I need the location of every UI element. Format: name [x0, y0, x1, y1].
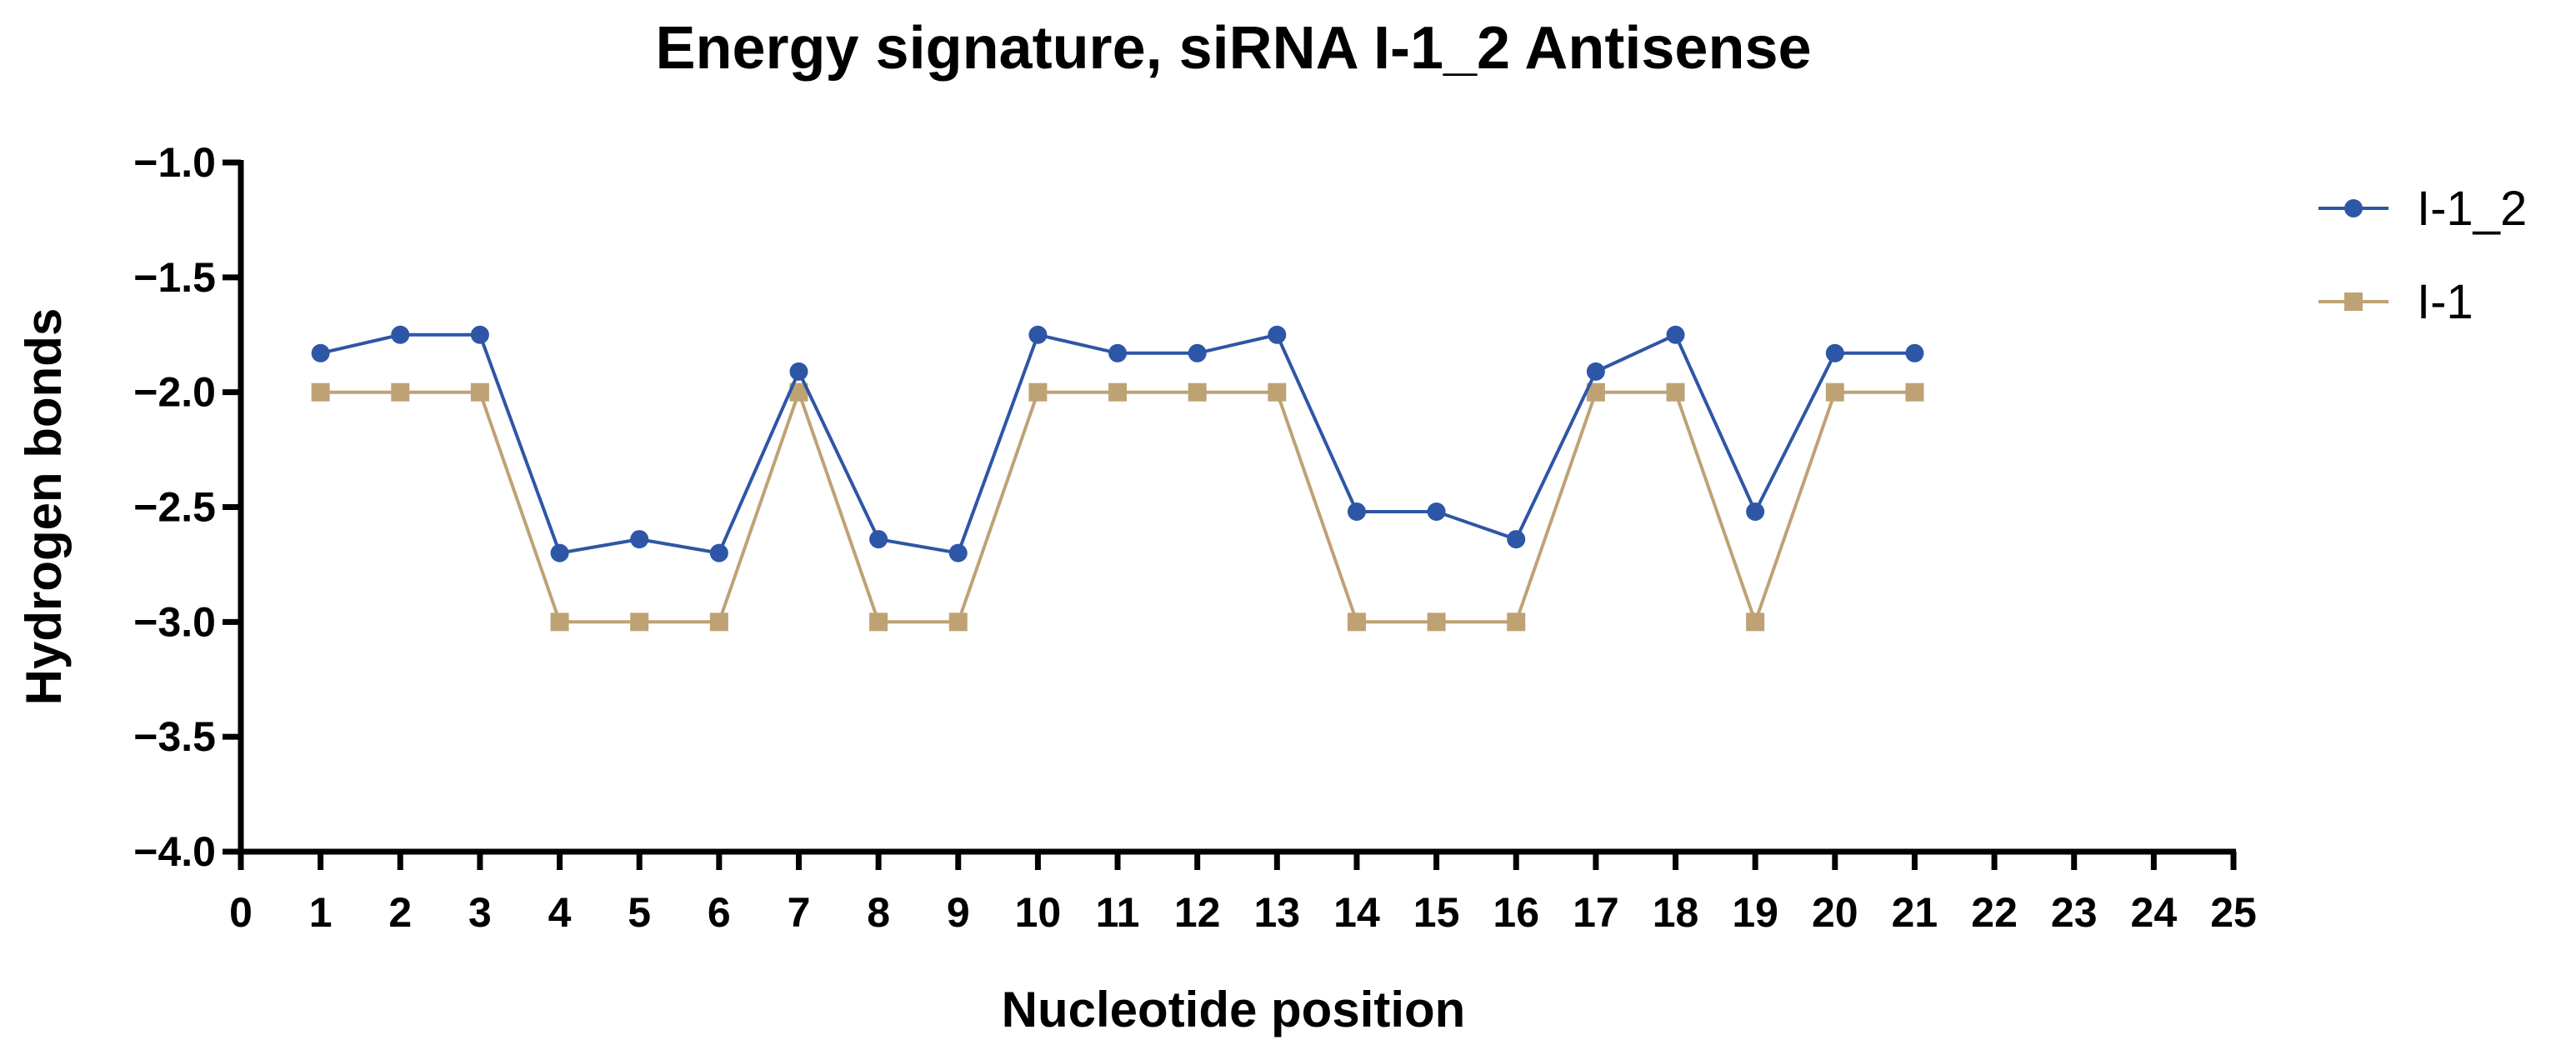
data-point-square — [1825, 382, 1844, 402]
data-point-circle — [311, 343, 330, 362]
y-axis-label: Hydrogen bonds — [16, 308, 72, 706]
data-point-circle — [1666, 325, 1685, 344]
y-tick-label: −2.5 — [133, 484, 216, 531]
data-point-square — [1268, 382, 1287, 402]
data-point-circle — [1507, 530, 1526, 549]
data-point-circle — [550, 543, 569, 562]
x-axis-label: Nucleotide position — [1002, 982, 1466, 1038]
x-tick-label: 21 — [1892, 889, 1938, 936]
data-point-circle — [1188, 343, 1207, 362]
data-point-square — [1108, 382, 1128, 402]
x-tick-label: 9 — [947, 889, 970, 936]
data-point-square — [311, 382, 330, 402]
data-point-square — [470, 382, 489, 402]
data-point-circle — [709, 543, 728, 562]
x-tick-label: 1 — [309, 889, 333, 936]
data-point-circle — [1825, 343, 1844, 362]
x-tick-label: 2 — [388, 889, 412, 936]
y-tick-label: −2.0 — [133, 369, 216, 416]
axes — [238, 160, 2236, 855]
legend-marker-square — [2344, 292, 2363, 311]
data-point-circle — [1905, 343, 1924, 362]
x-tick-label: 17 — [1573, 889, 1619, 936]
legend-marker-circle — [2344, 199, 2363, 218]
x-tick-label: 3 — [468, 889, 492, 936]
data-point-square — [630, 612, 649, 632]
data-point-square — [1028, 382, 1048, 402]
series-line — [320, 387, 1915, 628]
series-I-1_2 — [311, 325, 1924, 562]
x-tick-label: 10 — [1015, 889, 1062, 936]
x-tick-label: 4 — [548, 889, 572, 936]
data-point-square — [1586, 382, 1605, 402]
data-point-square — [1507, 612, 1526, 632]
x-tick-label: 12 — [1174, 889, 1221, 936]
y-tick-label: −4.0 — [133, 828, 216, 875]
axis-ticks: −1.0−1.5−2.0−2.5−3.0−3.5−4.00 1 2 3 4 5 6 7 8 9 10… — [133, 139, 2257, 936]
data-point-square — [1905, 382, 1924, 402]
chart-title: Energy signature, siRNA I-1_2 Antisense — [655, 15, 1811, 82]
data-point-square — [948, 612, 968, 632]
data-point-square — [1188, 382, 1207, 402]
x-tick-label: 18 — [1653, 889, 1699, 936]
x-tick-label: 13 — [1254, 889, 1301, 936]
data-point-circle — [1746, 502, 1765, 522]
x-tick-label: 6 — [708, 889, 731, 936]
legend-item: I-1_2 — [2318, 182, 2527, 236]
x-tick-label: 11 — [1096, 889, 1140, 936]
legend: I-1_2 I-1 — [2318, 182, 2527, 329]
data-point-square — [1666, 382, 1685, 402]
data-point-circle — [1586, 362, 1605, 381]
data-point-circle — [948, 543, 968, 562]
data-point-circle — [470, 325, 489, 344]
x-tick-label: 16 — [1493, 889, 1539, 936]
data-point-circle — [630, 530, 649, 549]
data-point-square — [1427, 612, 1446, 632]
x-tick-label: 19 — [1732, 889, 1778, 936]
data-point-square — [550, 612, 569, 632]
y-tick-label: −1.0 — [133, 139, 216, 186]
y-tick-label: −1.5 — [133, 254, 216, 301]
x-tick-label: 20 — [1812, 889, 1858, 936]
data-point-square — [1347, 612, 1366, 632]
y-tick-label: −3.0 — [133, 598, 216, 645]
data-point-circle — [789, 362, 808, 381]
data-point-square — [391, 382, 410, 402]
data-point-circle — [1347, 502, 1366, 522]
data-point-square — [869, 612, 888, 632]
data-point-circle — [1427, 502, 1446, 522]
data-point-circle — [1108, 343, 1128, 362]
data-point-circle — [391, 325, 410, 344]
data-point-circle — [869, 530, 888, 549]
legend-item: I-1 — [2318, 275, 2473, 329]
data-point-square — [709, 612, 728, 632]
data-point-circle — [1028, 325, 1048, 344]
x-tick-label: 24 — [2131, 889, 2178, 936]
x-tick-label: 5 — [628, 889, 651, 936]
data-point-square — [1746, 612, 1765, 632]
x-tick-label: 8 — [867, 889, 890, 936]
x-tick-label: 14 — [1333, 889, 1380, 936]
legend-label: I-1 — [2417, 275, 2473, 329]
data-series — [311, 325, 1924, 632]
legend-label: I-1_2 — [2417, 182, 2527, 236]
y-tick-label: −3.5 — [133, 713, 216, 760]
series-line — [320, 332, 1915, 555]
data-point-circle — [1268, 325, 1287, 344]
series-I-1 — [311, 382, 1924, 632]
x-tick-label: 15 — [1413, 889, 1460, 936]
x-tick-label: 23 — [2051, 889, 2098, 936]
x-tick-label: 25 — [2210, 889, 2257, 936]
x-tick-label: 7 — [788, 889, 811, 936]
x-tick-label: 0 — [229, 889, 253, 936]
x-tick-label: 22 — [1971, 889, 2018, 936]
data-point-square — [789, 382, 808, 402]
